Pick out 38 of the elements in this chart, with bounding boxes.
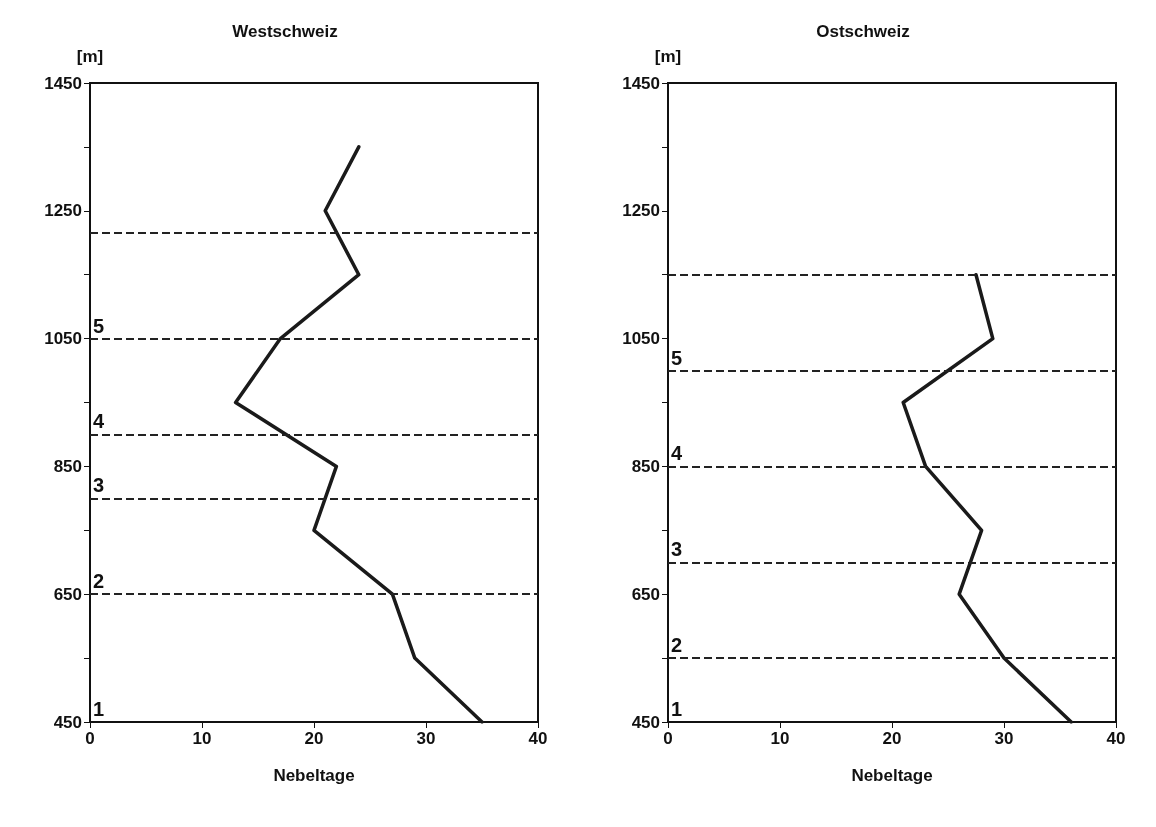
annotation: 2 bbox=[93, 570, 105, 593]
y-axis-title: [m] bbox=[654, 47, 682, 66]
y-tick-label: 450 bbox=[53, 712, 82, 732]
x-tick-label: 30 bbox=[994, 729, 1014, 748]
y-tick-label: 850 bbox=[631, 456, 660, 476]
y-tick-label: 1450 bbox=[44, 73, 82, 93]
y-tick-label: 850 bbox=[53, 456, 82, 476]
annotation: 5 bbox=[671, 346, 683, 369]
y-tick-label: 1050 bbox=[44, 329, 82, 349]
x-tick-label: 20 bbox=[882, 729, 902, 748]
chart-title: Westschweiz bbox=[232, 22, 338, 41]
y-tick-label: 650 bbox=[53, 584, 82, 604]
annotation: 1 bbox=[671, 698, 683, 720]
annotation: 3 bbox=[93, 474, 105, 497]
y-tick-label: 450 bbox=[631, 712, 660, 732]
y-axis-title: [m] bbox=[76, 47, 104, 66]
chart-title: Ostschweiz bbox=[816, 22, 910, 41]
x-axis-title: Nebeltage bbox=[851, 766, 933, 785]
y-tick-label: 1450 bbox=[622, 73, 660, 93]
x-tick-label: 10 bbox=[192, 729, 212, 748]
y-tick-label: 1250 bbox=[44, 201, 82, 221]
x-tick-label: 30 bbox=[416, 729, 436, 748]
x-tick-label: 0 bbox=[85, 729, 95, 748]
annotation: 4 bbox=[93, 410, 105, 433]
annotation: 5 bbox=[93, 314, 105, 337]
x-axis-title: Nebeltage bbox=[273, 766, 355, 785]
annotation: 1 bbox=[93, 698, 105, 720]
y-tick-label: 1050 bbox=[622, 329, 660, 349]
y-tick-label: 650 bbox=[631, 584, 660, 604]
x-tick-label: 40 bbox=[1106, 729, 1126, 748]
x-tick-label: 20 bbox=[304, 729, 324, 748]
x-tick-label: 10 bbox=[770, 729, 790, 748]
annotation: 4 bbox=[671, 442, 683, 465]
annotation: 2 bbox=[671, 634, 683, 657]
y-tick-label: 1250 bbox=[622, 201, 660, 221]
annotation: 3 bbox=[671, 538, 683, 561]
x-tick-label: 0 bbox=[663, 729, 673, 748]
x-tick-label: 40 bbox=[528, 729, 548, 748]
